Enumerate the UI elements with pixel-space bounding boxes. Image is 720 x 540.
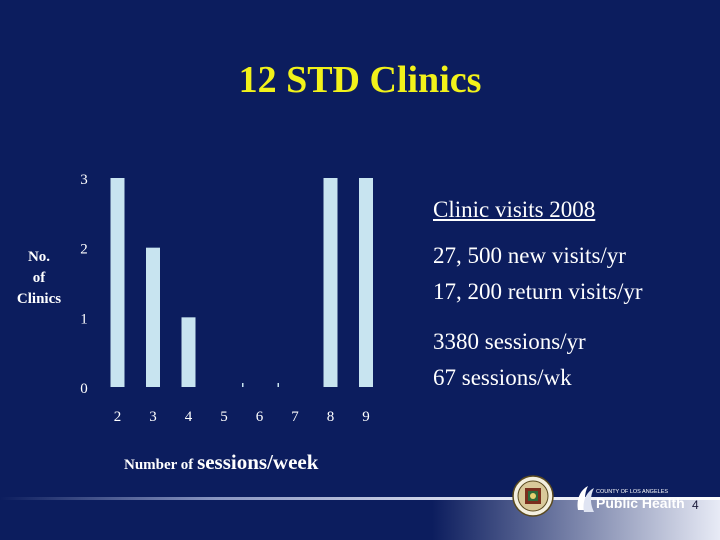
stat-line: 3380 sessions/yr <box>433 329 586 354</box>
x-tick-label: 5 <box>220 409 228 425</box>
x-tick-label: 6 <box>256 409 264 425</box>
x-tick-labels: 2 3 4 5 6 7 8 9 <box>114 409 370 425</box>
y-axis-label-line: Clinics <box>16 291 62 307</box>
bar-7 <box>277 383 279 387</box>
y-tick-label: 2 <box>80 242 88 258</box>
stats-heading: Clinic visits 2008 <box>433 197 596 222</box>
y-axis-label: No. of Clinics <box>4 247 74 310</box>
bar-2 <box>110 178 125 387</box>
x-tick-label: 3 <box>149 409 157 425</box>
county-seal-icon <box>512 475 554 517</box>
logo-name-text: Public Health <box>596 495 684 511</box>
x-tick-label: 9 <box>362 409 370 425</box>
logo-org-text: COUNTY OF LOS ANGELES <box>596 489 668 495</box>
x-axis-label: Number of sessions/week <box>124 450 318 475</box>
y-tick-label: 0 <box>80 381 88 397</box>
x-tick-label: 7 <box>291 409 299 425</box>
slide-title: 12 STD Clinics <box>238 59 482 101</box>
y-axis-label-line: of <box>32 270 46 286</box>
page-number: 4 <box>692 498 699 512</box>
bar-9 <box>359 178 373 387</box>
bars <box>110 178 373 387</box>
bar-4 <box>181 317 196 387</box>
bar-8 <box>323 178 338 387</box>
stat-line: 67 sessions/wk <box>433 365 572 390</box>
sessions-group: 3380 sessions/yr 67 sessions/wk <box>433 324 713 396</box>
footer-divider <box>0 497 720 500</box>
stats-panel: Clinic visits 2008 27, 500 new visits/yr… <box>433 192 713 410</box>
x-tick-label: 4 <box>185 409 193 425</box>
bar-3 <box>146 247 160 387</box>
y-tick-label: 1 <box>80 311 88 327</box>
x-axis-label-part: sessions/week <box>197 450 319 474</box>
footer-band <box>0 500 720 540</box>
visits-group: 27, 500 new visits/yr 17, 200 return vis… <box>433 238 713 310</box>
x-tick-label: 8 <box>327 409 335 425</box>
x-axis-label-part: Number of <box>124 457 198 473</box>
public-health-logo: COUNTY OF LOS ANGELES Public Health <box>577 486 684 512</box>
y-tick-label: 3 <box>80 172 88 188</box>
y-tick-labels: 0 1 2 3 <box>80 172 88 397</box>
stat-line: 17, 200 return visits/yr <box>433 279 643 304</box>
stat-line: 27, 500 new visits/yr <box>433 243 626 268</box>
bar-6 <box>242 383 244 387</box>
x-tick-label: 2 <box>114 409 122 425</box>
y-axis-label-line: No. <box>27 249 51 265</box>
